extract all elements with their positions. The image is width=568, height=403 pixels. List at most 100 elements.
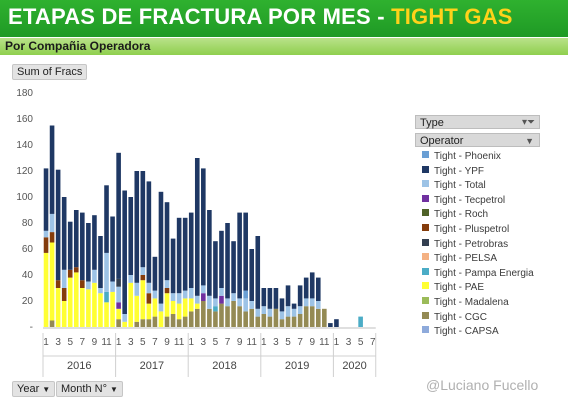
bar-segment	[98, 288, 103, 294]
bar-segment	[152, 316, 158, 327]
bar-segment	[67, 269, 73, 278]
bar-segment	[279, 311, 285, 320]
y-tick-label: -	[30, 322, 33, 333]
bar-segment	[358, 316, 363, 327]
bar-segment	[207, 295, 212, 309]
legend-item: Tight - YPF	[422, 165, 484, 178]
year-field-label: Year	[17, 383, 40, 395]
bar-segment	[249, 308, 255, 327]
y-tick-label: 60	[22, 244, 34, 255]
y-tick-label: 120	[16, 166, 33, 177]
x-tick-label: 3	[201, 337, 207, 348]
bar-segment	[225, 223, 230, 299]
bar-segment	[182, 298, 188, 317]
bar-segment	[243, 212, 248, 291]
legend-label: Tight - CGC	[434, 311, 487, 323]
year-field-button[interactable]: Year ▼	[12, 381, 56, 397]
bar-segment	[104, 291, 109, 303]
legend-swatch	[422, 180, 429, 188]
bar-segment	[140, 275, 146, 281]
bar-segment	[303, 277, 309, 299]
bar-segment	[116, 302, 121, 309]
bar-segment	[140, 171, 146, 268]
subtitle-bar: Por Compañia Operadora	[0, 38, 568, 55]
legend-operator-field[interactable]: Operator ▼	[415, 133, 540, 147]
bar-segment	[267, 308, 273, 317]
legend-swatch	[422, 165, 429, 173]
month-field-label: Month N°	[61, 383, 107, 395]
y-tick-label: 20	[22, 296, 34, 307]
x-tick-label: 5	[140, 337, 146, 348]
bar-segment	[255, 236, 261, 309]
legend-label: Tight - Pampa Energia	[434, 267, 534, 279]
bar-segment	[98, 236, 103, 288]
bar-segment	[61, 301, 67, 327]
title-accent: TIGHT GAS	[391, 4, 513, 29]
bar-segment	[237, 298, 242, 307]
legend-swatch	[422, 282, 429, 290]
x-tick-label: 1	[43, 337, 49, 348]
bar-segment	[243, 311, 248, 327]
bar-segment	[237, 306, 242, 327]
bar-segment	[267, 316, 273, 327]
x-tick-label: 5	[213, 337, 219, 348]
bar-segment	[219, 295, 224, 304]
x-tick-label: 5	[67, 337, 73, 348]
bar-segment	[176, 319, 182, 327]
bar-segment	[158, 191, 164, 304]
bar-segment	[110, 281, 115, 292]
x-tick-label: 7	[80, 337, 86, 348]
bar-segment	[98, 293, 103, 327]
bar-segment	[315, 308, 321, 327]
title-banner: ETAPAS DE FRACTURA POR MES - TIGHT GAS	[0, 0, 568, 37]
legend-label: Tight - Roch	[434, 209, 489, 221]
year-label: 2018	[212, 360, 236, 372]
bar-segment	[170, 314, 176, 327]
legend-subtitle: Operator	[420, 135, 464, 147]
bar-segment	[201, 285, 206, 294]
filter-icon[interactable]: ▾⏷	[521, 117, 535, 128]
bar-segment	[104, 252, 109, 292]
bar-segment	[146, 181, 152, 283]
month-field-button[interactable]: Month N° ▼	[56, 381, 123, 397]
bar-segment	[43, 237, 49, 253]
bar-segment	[86, 223, 91, 282]
x-tick-label: 3	[346, 337, 352, 348]
x-tick-label: 7	[370, 337, 376, 348]
bar-segment	[194, 158, 200, 296]
legend-label: Tight - PAE	[434, 282, 485, 294]
bar-segment	[279, 319, 285, 327]
chevron-down-icon: ▼	[110, 385, 118, 394]
bar-segment	[297, 285, 303, 307]
bar-segment	[182, 290, 188, 299]
bar-segment	[134, 321, 140, 327]
bar-segment	[255, 316, 261, 327]
bar-segment	[322, 308, 327, 327]
bar-segment	[219, 230, 224, 288]
legend-swatch	[422, 326, 429, 334]
chevron-down-icon[interactable]: ▼	[525, 136, 534, 146]
legend-item: Tight - CAPSA	[422, 326, 499, 338]
bar-segment	[152, 290, 158, 299]
x-tick-label: 1	[261, 337, 267, 348]
x-tick-label: 7	[152, 337, 158, 348]
value-field-button[interactable]: Sum of Fracs	[12, 64, 88, 80]
bar-segment	[164, 288, 170, 294]
bar-segment	[315, 277, 321, 301]
bar-segment	[116, 278, 121, 287]
bar-segment	[255, 308, 261, 317]
bar-segment	[92, 215, 97, 270]
bar-segment	[49, 242, 55, 321]
x-tick-label: 9	[309, 337, 315, 348]
bar-segment	[182, 217, 188, 291]
bar-segment	[61, 288, 67, 301]
legend-type-filter[interactable]: Type ▾⏷	[415, 115, 540, 129]
bar-segment	[86, 281, 91, 290]
bar-segment	[116, 308, 121, 320]
bar-segment	[267, 288, 273, 309]
bar-segment	[328, 323, 333, 327]
bar-segment	[176, 293, 182, 304]
bar-segment	[213, 306, 218, 312]
bar-segment	[231, 301, 236, 327]
bar-segment	[249, 249, 255, 301]
